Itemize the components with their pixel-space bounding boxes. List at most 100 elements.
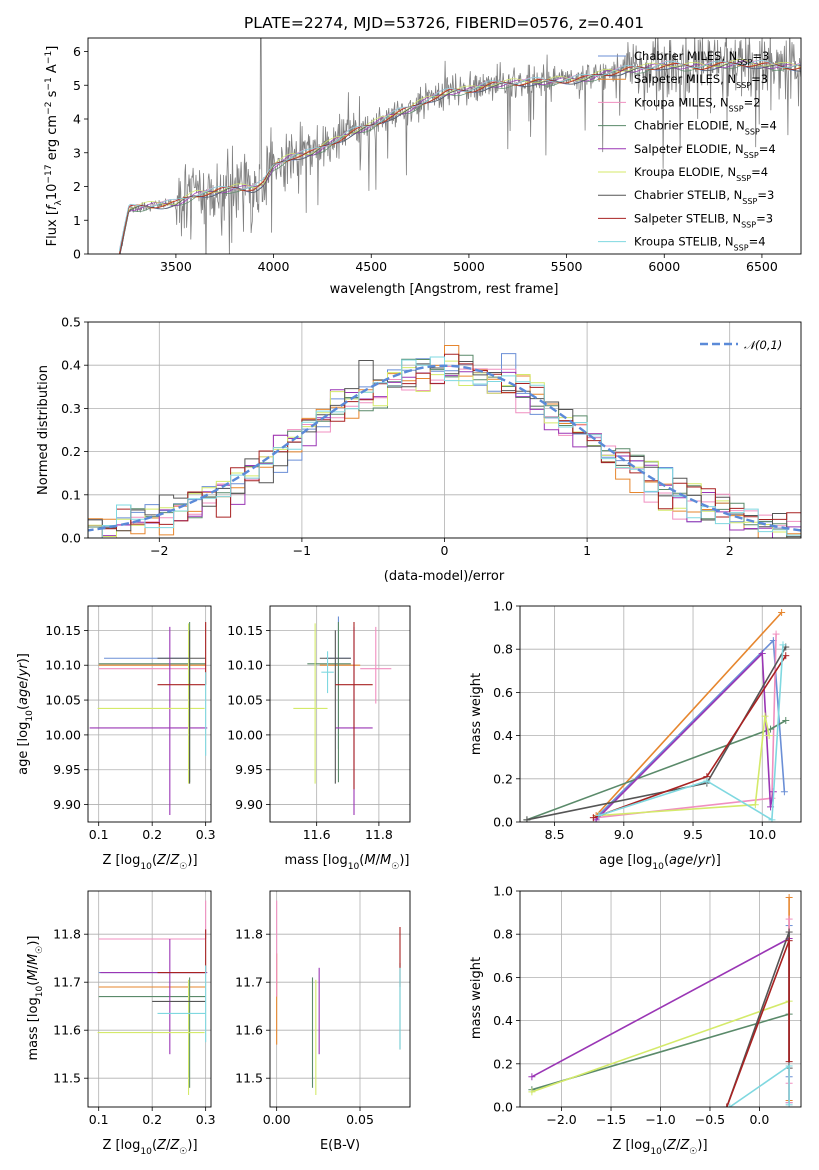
y-tick-label: 0.0 [493,1100,513,1115]
residuals-plot-area [88,322,801,538]
y-tick-label: 0.4 [493,728,513,743]
weight-marker [758,650,766,658]
x-tick-label: 0 [441,543,449,558]
weight-marker [528,1088,536,1096]
y-tick-label: 0 [73,247,81,262]
errorbar-point-6 [319,630,351,784]
y-tick-label: 1.0 [493,884,513,899]
spectrum-plot-area [118,38,801,254]
model-line-3 [118,62,801,254]
age-vs-mass-plot-area [270,606,410,822]
y-axis-label: mass weight [469,957,484,1039]
x-tick-label: 5000 [453,259,485,274]
x-tick-label: 0.0 [749,1112,769,1127]
y-tick-label: 6 [73,44,81,59]
weight-marker [528,1073,536,1081]
weight-marker [785,1101,793,1107]
y-tick-label: 0.2 [493,1056,513,1071]
y-tick-label: 11.8 [53,927,81,942]
weight-marker [768,816,776,822]
x-tick-label: 11.8 [365,827,393,842]
y-tick-label: 0.0 [61,531,81,546]
legend-entry-4: Salpeter ELODIE, NSSP=4 [634,142,776,160]
model-line-4 [118,60,801,254]
x-tick-label: 5500 [551,259,583,274]
weight-marker [782,652,790,660]
weight-marker [785,1062,793,1070]
x-tick-label: 0.2 [142,827,162,842]
mass-vs-EBV-plot-area [270,891,410,1107]
axes-frame [519,890,802,1108]
x-axis-label: age [log10(age/yr)] [599,853,721,872]
massweight-vs-age-plot-area [520,606,801,822]
mass-vs-Z-plot-area [88,891,211,1107]
y-tick-label: 9.90 [53,797,81,812]
y-axis-label: Normed distribution [36,365,51,495]
y-tick-label: 10.15 [45,623,81,638]
y-tick-label: 10.10 [227,658,263,673]
y-tick-label: 1 [73,213,81,228]
legend-entry-7: Salpeter STELIB, NSSP=3 [634,211,773,229]
y-tick-label: 11.6 [235,1023,263,1038]
x-tick-label: 0.3 [196,827,216,842]
y-tick-label: 10.05 [45,693,81,708]
mass-vs-Z-panel: 0.1 0.2 0.3 11.5 11.6 11.7 11.8 [53,890,216,1127]
spectrum-panel: 3500 4000 4500 5000 5500 6000 6500 0 1 2 3 4 5 6 [73,37,802,274]
axes-frame [87,890,212,1108]
figure-title: PLATE=2274, MJD=53726, FIBERID=0576, z=0… [244,14,644,32]
legend-entry-6: Chabrier STELIB, NSSP=3 [634,188,774,206]
weight-marker [723,1103,731,1107]
x-tick-label: 4500 [355,259,387,274]
errorbar-point-7 [335,622,373,790]
x-tick-label: 2 [726,543,734,558]
model-line-5 [118,58,801,254]
weight-marker [780,788,788,796]
x-tick-label: 4000 [258,259,290,274]
y-tick-label: 0.5 [61,315,81,330]
y-axis-label: mass [log10(M/M☉)] [26,936,45,1061]
x-tick-label: 9.0 [614,827,634,842]
y-axis-label: mass weight [469,673,484,755]
age-vs-Z-plot-area [88,606,211,822]
x-tick-label: 0.2 [142,1112,162,1127]
x-tick-label: 6000 [648,259,680,274]
mass-vs-EBV-panel: 0.00 0.05 11.5 11.6 11.7 11.8 [235,890,411,1127]
y-tick-label: 3 [73,145,81,160]
x-tick-label: −0.5 [695,1112,725,1127]
x-axis-label: wavelength [Angstrom, rest frame] [330,282,559,297]
y-tick-label: 10.05 [227,693,263,708]
age-vs-Z-panel: 0.1 0.2 0.3 9.90 9.95 10.00 10.05 10.10 10.15 [45,605,216,842]
x-tick-label: 8.5 [545,827,565,842]
age-vs-mass-panel: 11.6 11.8 9.90 9.95 10.00 10.05 10.10 10.15 [227,605,411,842]
residual-histogram-8 [88,356,801,538]
model-line-7 [119,61,801,254]
y-tick-label: 0.4 [61,358,81,373]
axes-frame [519,605,802,823]
x-axis-label: Z [log10(Z/Z☉)] [102,853,197,872]
weight-marker [785,937,793,945]
x-tick-label: −1.0 [645,1112,675,1127]
y-tick-label: 1.0 [493,599,513,614]
spectrum-data-line [119,38,801,254]
y-tick-label: 11.7 [53,975,81,990]
x-tick-label: 0.1 [89,827,109,842]
y-tick-label: 10.00 [227,727,263,742]
x-tick-label: 10.0 [748,827,776,842]
weight-marker [595,812,603,820]
massweight-vs-Z-panel: −2.0 −1.5 −1.0 −0.5 0.0 0.0 0.2 0.4 0.6 0.8 1.0 [493,884,802,1127]
weight-series-4 [531,937,790,1078]
errorbar-point-7 [157,929,207,974]
x-axis-label: E(B-V) [320,1138,360,1153]
weight-marker [751,801,759,809]
massweight-vs-Z-plot-area [520,891,801,1107]
weight-series-5 [598,716,770,817]
errorbar-point-8 [157,965,207,1043]
weight-series-4 [595,651,775,821]
errorbar-point-5 [97,623,205,784]
weight-marker [761,712,769,720]
y-tick-label: 11.5 [235,1071,263,1086]
weight-series-5 [531,1000,790,1093]
axes-frame [269,605,411,823]
axes-frame [87,37,802,255]
model-line-2 [118,60,801,251]
